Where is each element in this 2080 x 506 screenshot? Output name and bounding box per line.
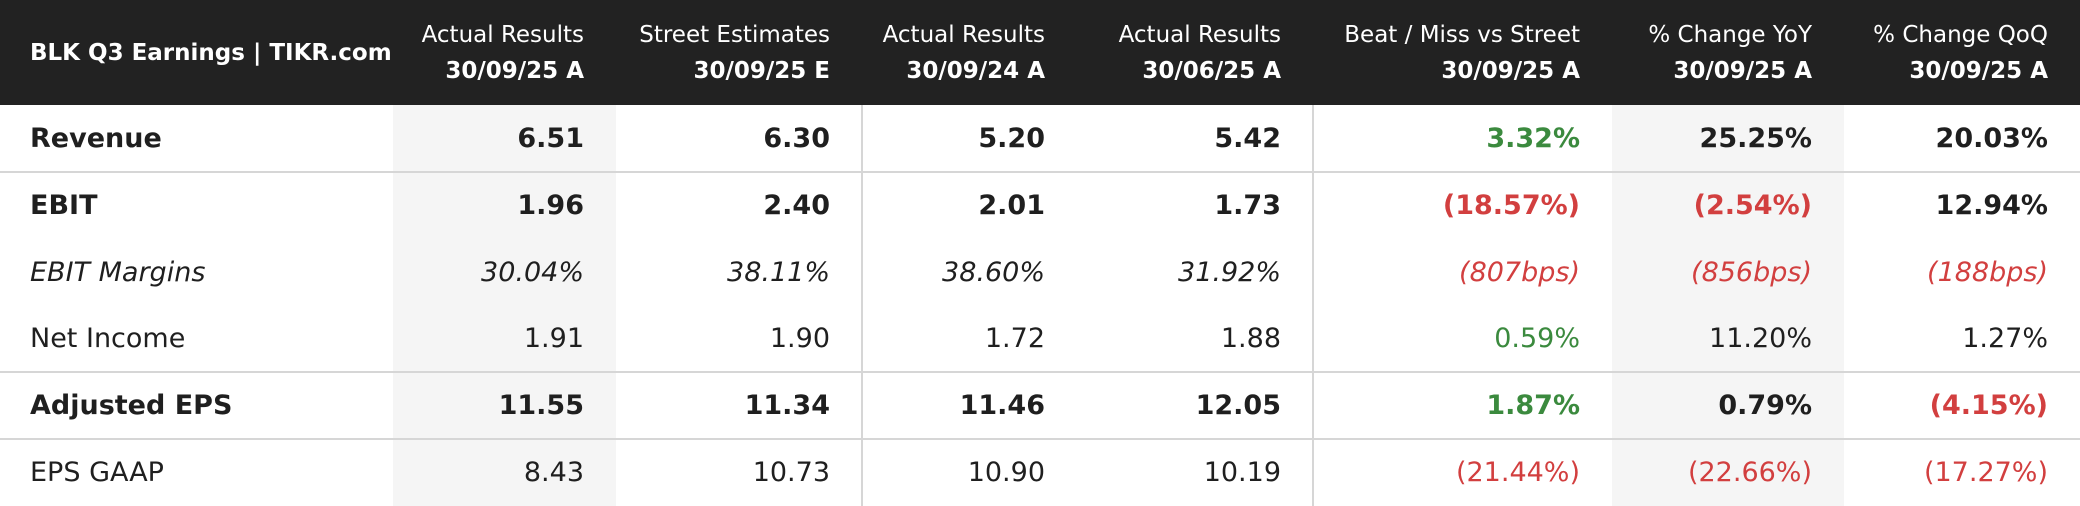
column-header-line1: % Change YoY bbox=[1648, 22, 1812, 48]
row-label: Revenue bbox=[30, 122, 162, 154]
data-cell: 5.20 bbox=[978, 122, 1045, 154]
row-divider bbox=[0, 438, 2080, 441]
table-title: BLK Q3 Earnings | TIKR.com bbox=[30, 39, 392, 66]
data-cell: (4.15%) bbox=[1929, 390, 2048, 422]
data-cell: 12.05 bbox=[1195, 390, 1281, 422]
column-header-line1: Actual Results bbox=[421, 22, 584, 48]
row-label: Adjusted EPS bbox=[30, 390, 233, 422]
data-cell: 11.20% bbox=[1709, 323, 1812, 355]
column-header-line2: 30/09/25 A bbox=[1441, 58, 1580, 84]
data-cell: (856bps) bbox=[1691, 256, 1812, 288]
data-cell: 6.51 bbox=[517, 122, 584, 154]
data-cell: (18.57%) bbox=[1442, 189, 1580, 221]
data-cell: 2.01 bbox=[978, 189, 1045, 221]
data-cell: 10.90 bbox=[967, 457, 1045, 489]
data-cell: 1.73 bbox=[1214, 189, 1281, 221]
column-header: Street Estimates 30/09/25 E bbox=[616, 17, 830, 89]
data-cell: 1.91 bbox=[523, 323, 584, 355]
column-header: Beat / Miss vs Street 30/09/25 A bbox=[1313, 17, 1580, 89]
data-cell: (807bps) bbox=[1459, 256, 1580, 288]
column-header-line1: % Change QoQ bbox=[1873, 22, 2048, 48]
column-header-line2: 30/09/25 A bbox=[445, 58, 584, 84]
column-header: % Change QoQ 30/09/25 A bbox=[1844, 17, 2048, 89]
data-cell: 11.34 bbox=[744, 390, 830, 422]
data-cell: 3.32% bbox=[1486, 122, 1580, 154]
data-cell: (22.66%) bbox=[1687, 457, 1812, 489]
row-label: EBIT Margins bbox=[30, 256, 206, 288]
data-cell: 1.96 bbox=[517, 189, 584, 221]
column-header-line2: 30/09/25 A bbox=[1909, 58, 2048, 84]
data-cell: 1.72 bbox=[984, 323, 1045, 355]
column-header-line1: Actual Results bbox=[882, 22, 1045, 48]
data-cell: 1.27% bbox=[1962, 323, 2048, 355]
data-cell: (21.44%) bbox=[1455, 457, 1580, 489]
data-cell: 11.46 bbox=[959, 390, 1045, 422]
column-header-line2: 30/09/25 E bbox=[693, 58, 830, 84]
row-label: Net Income bbox=[30, 323, 186, 355]
data-cell: 1.90 bbox=[769, 323, 830, 355]
row-divider bbox=[0, 371, 2080, 374]
data-cell: (188bps) bbox=[1927, 256, 2048, 288]
column-header: Actual Results 30/09/24 A bbox=[862, 17, 1045, 89]
data-cell: (2.54%) bbox=[1693, 189, 1812, 221]
column-divider bbox=[861, 105, 863, 506]
column-header-line2: 30/06/25 A bbox=[1142, 58, 1281, 84]
data-cell: 10.73 bbox=[752, 457, 830, 489]
data-cell: 31.92% bbox=[1178, 256, 1281, 288]
column-header: Actual Results 30/09/25 A bbox=[393, 17, 584, 89]
column-header-line1: Street Estimates bbox=[639, 22, 830, 48]
data-cell: (17.27%) bbox=[1923, 457, 2048, 489]
column-header: Actual Results 30/06/25 A bbox=[1077, 17, 1281, 89]
data-cell: 8.43 bbox=[523, 457, 584, 489]
data-cell: 11.55 bbox=[498, 390, 584, 422]
data-cell: 1.87% bbox=[1486, 390, 1580, 422]
row-divider bbox=[0, 170, 2080, 173]
data-cell: 38.11% bbox=[727, 256, 830, 288]
data-cell: 5.42 bbox=[1214, 122, 1281, 154]
data-cell: 0.59% bbox=[1494, 323, 1580, 355]
data-cell: 30.04% bbox=[481, 256, 584, 288]
data-cell: 2.40 bbox=[763, 189, 830, 221]
data-cell: 10.19 bbox=[1203, 457, 1281, 489]
data-cell: 38.60% bbox=[942, 256, 1045, 288]
column-header: % Change YoY 30/09/25 A bbox=[1612, 17, 1812, 89]
column-header-line1: Actual Results bbox=[1118, 22, 1281, 48]
data-cell: 25.25% bbox=[1699, 122, 1812, 154]
data-cell: 20.03% bbox=[1935, 122, 2048, 154]
row-label: EPS GAAP bbox=[30, 457, 164, 489]
data-cell: 0.79% bbox=[1718, 390, 1812, 422]
data-cell: 12.94% bbox=[1935, 189, 2048, 221]
data-cell: 6.30 bbox=[763, 122, 830, 154]
column-header-line2: 30/09/25 A bbox=[1673, 58, 1812, 84]
header-bar bbox=[0, 0, 2080, 105]
row-label: EBIT bbox=[30, 189, 98, 221]
data-cell: 1.88 bbox=[1220, 323, 1281, 355]
column-divider bbox=[1312, 105, 1314, 506]
column-header-line1: Beat / Miss vs Street bbox=[1344, 22, 1580, 48]
column-header-line2: 30/09/24 A bbox=[906, 58, 1045, 84]
